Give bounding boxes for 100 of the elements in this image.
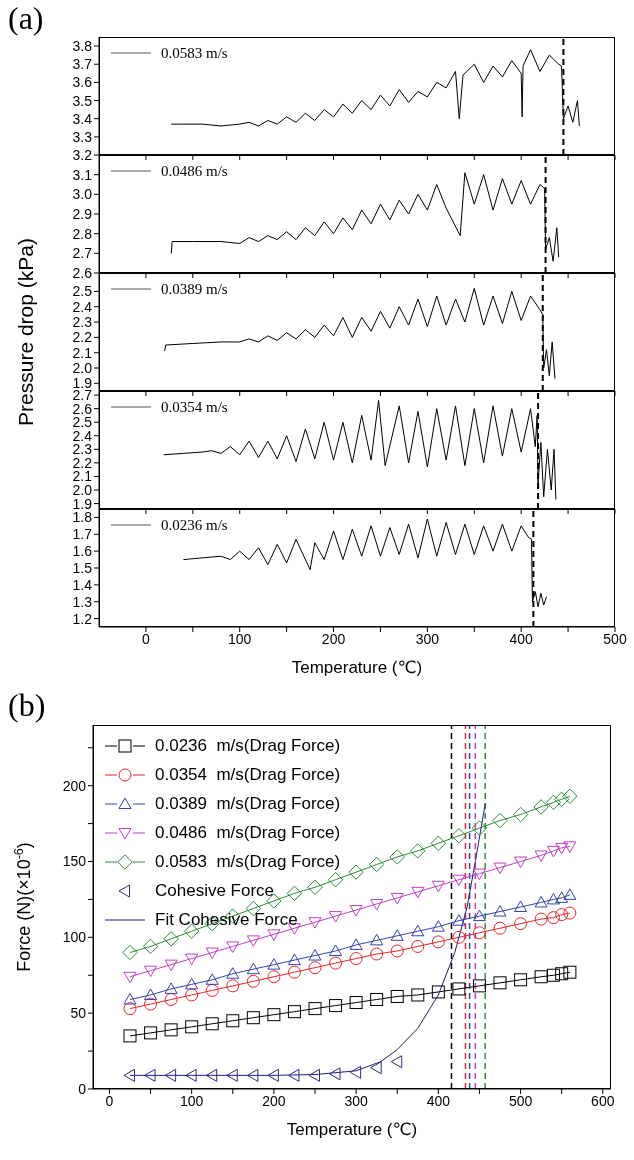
- point: [308, 1002, 322, 1016]
- point: [226, 941, 240, 953]
- y-tick-label: 3.7: [72, 56, 93, 73]
- point: [472, 926, 486, 940]
- y-tick-label: 1.3: [72, 593, 93, 610]
- text: 0.0389 m/s: [161, 280, 228, 299]
- y-tick-label: 3.3: [72, 128, 93, 145]
- point: [185, 1068, 197, 1082]
- point: [267, 958, 281, 970]
- point: [514, 973, 528, 987]
- point: [287, 965, 301, 979]
- point: [431, 935, 445, 949]
- point: [390, 1055, 403, 1069]
- point: [144, 988, 158, 1000]
- y-tick-label: 1.4: [72, 576, 93, 593]
- point: [327, 872, 344, 888]
- y-tick-label: 3.1: [72, 166, 93, 183]
- legend-label: 0.0354 m/s(Drag Force): [155, 764, 341, 786]
- point: [430, 835, 447, 851]
- point: [431, 985, 445, 999]
- point: [452, 874, 466, 887]
- y-tick-label: 2.8: [72, 225, 93, 242]
- y-tick-label: 200: [62, 777, 87, 794]
- chart-title: (a): [8, 0, 44, 37]
- legend-label: 0.0583 m/s(Drag Force): [155, 851, 341, 873]
- point: [246, 935, 260, 947]
- point: [348, 864, 364, 880]
- point: [308, 917, 322, 929]
- y-tick-label: 3.6: [72, 74, 93, 91]
- point: [411, 988, 425, 1002]
- point: [370, 947, 384, 961]
- point: [411, 924, 425, 937]
- point: [431, 880, 445, 893]
- point: [226, 1068, 238, 1082]
- legend-label: 0.0236 m/s(Drag Force): [155, 735, 341, 757]
- point: [563, 965, 577, 979]
- point: [123, 1002, 137, 1016]
- y-tick-label: 2.1: [72, 344, 93, 361]
- point: [349, 952, 363, 966]
- y-tick-label: 1.8: [72, 509, 93, 526]
- point: [163, 931, 179, 947]
- point: [144, 965, 158, 978]
- point: [555, 842, 569, 855]
- x-axis-title: Temperature (℃): [285, 1119, 419, 1140]
- point: [368, 856, 385, 873]
- point: [472, 868, 486, 881]
- point: [553, 791, 570, 808]
- x-tick-label: 500: [603, 630, 627, 647]
- point: [390, 989, 404, 1003]
- y-tick-label: 3.4: [72, 110, 93, 127]
- point: [144, 1026, 158, 1040]
- point: [164, 959, 178, 972]
- point: [563, 841, 577, 853]
- point: [164, 1023, 178, 1037]
- legend-label: 0.0486 m/s(Drag Force): [155, 822, 341, 844]
- point: [431, 920, 445, 932]
- point: [493, 976, 507, 990]
- legend-label: Cohesive Force: [155, 880, 275, 902]
- series-label: 0.0236 m/s: [161, 516, 228, 535]
- point: [329, 1067, 341, 1081]
- y-tick-label: 2.0: [72, 359, 93, 376]
- y-tick-label: 1.7: [72, 526, 93, 543]
- y-tick-label: 3.5: [72, 92, 93, 109]
- x-tick-label: 600: [591, 1092, 615, 1109]
- point: [452, 930, 466, 944]
- point: [546, 911, 560, 925]
- point: [349, 938, 363, 950]
- point: [390, 944, 404, 958]
- point: [267, 1008, 281, 1022]
- point: [514, 856, 528, 868]
- point: [307, 879, 323, 895]
- x-tick-label: 0: [105, 1092, 114, 1109]
- x-tick-label: 0: [142, 630, 151, 647]
- y-tick-label: 2.6: [72, 264, 93, 281]
- point: [267, 929, 281, 941]
- point: [349, 905, 363, 917]
- point: [205, 1017, 219, 1031]
- point: [555, 967, 569, 981]
- point: [267, 970, 281, 984]
- point: [512, 806, 529, 823]
- point: [246, 1011, 260, 1025]
- point: [205, 947, 219, 959]
- point: [185, 977, 199, 990]
- point: [546, 892, 560, 905]
- y-tick-label: 2.3: [72, 314, 93, 331]
- point: [555, 908, 569, 922]
- point: [226, 979, 240, 993]
- point: [185, 953, 199, 966]
- y-tick-label: 50: [70, 1005, 87, 1022]
- point: [555, 891, 569, 903]
- point: [390, 929, 404, 941]
- point: [471, 820, 488, 836]
- y-tick-label: 2.4: [72, 298, 93, 315]
- point: [267, 1068, 279, 1082]
- y-tick-label: 100: [62, 929, 87, 946]
- point: [246, 962, 260, 975]
- x-tick-label: 400: [426, 1092, 451, 1109]
- y-axis-title: Pressure drop (kPa): [14, 238, 38, 426]
- point: [411, 939, 425, 953]
- x-tick-label: 100: [228, 630, 252, 647]
